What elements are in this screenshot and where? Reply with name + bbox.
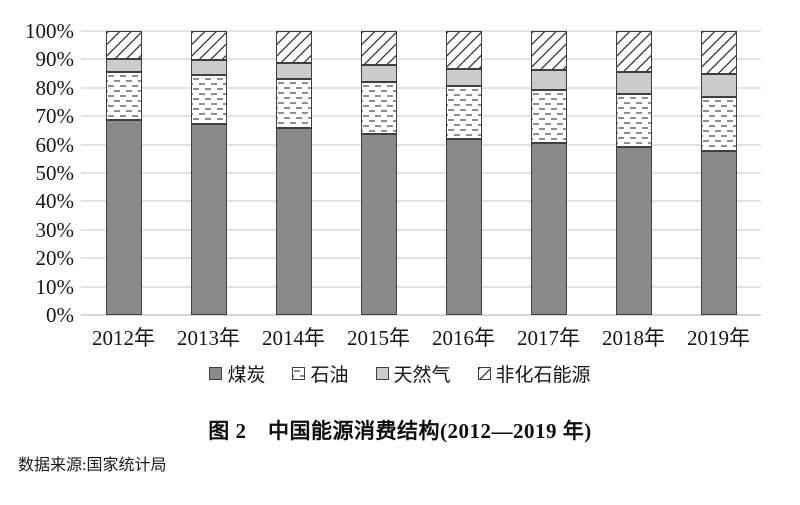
x-tick-label: 2016年: [432, 326, 495, 350]
segment-gas-2018年: [616, 71, 652, 94]
segment-nonfossil-2018年: [616, 31, 652, 72]
legend-label-nonfossil: 非化石能源: [495, 365, 591, 386]
segment-oil-2018年: [616, 93, 652, 148]
gridline-80%: [81, 86, 761, 89]
legend-item-coal: 煤炭: [209, 360, 265, 387]
segment-gas-2015年: [361, 65, 397, 82]
segment-gas-2019年: [701, 74, 737, 98]
oil-legend-swatch: [292, 367, 306, 380]
x-tick-label: 2014年: [262, 326, 325, 350]
segment-oil-2013年: [191, 75, 227, 124]
y-tick-label: 80%: [35, 75, 75, 100]
legend-label-coal: 煤炭: [227, 365, 266, 386]
coal-legend-swatch: [209, 367, 223, 380]
segment-oil-2014年: [276, 79, 312, 129]
chart-title: 图 2 中国能源消费结构(2012—2019 年): [208, 419, 592, 443]
segment-oil-2012年: [106, 72, 142, 121]
gridline-60%: [81, 143, 761, 146]
legend-item-oil: 石油: [292, 360, 349, 387]
segment-coal-2017年: [531, 142, 567, 315]
bar-2017年: [531, 31, 567, 315]
segment-gas-2012年: [106, 58, 142, 73]
segment-gas-2016年: [446, 68, 482, 87]
x-tick-label: 2013年: [177, 326, 240, 350]
y-tick-label: 30%: [35, 217, 75, 242]
segment-gas-2017年: [531, 69, 567, 90]
segment-coal-2014年: [276, 128, 312, 315]
x-tick-label: 2019年: [687, 326, 750, 350]
y-tick-label: 60%: [35, 132, 75, 157]
y-tick-label: 90%: [35, 47, 75, 72]
bar-2015年: [361, 31, 397, 315]
bar-2016年: [446, 31, 482, 315]
legend-label-gas: 天然气: [393, 365, 451, 386]
y-tick-label: 20%: [35, 246, 75, 271]
y-tick-label: 0%: [46, 303, 74, 327]
segment-nonfossil-2013年: [191, 31, 227, 60]
x-tick-label: 2017年: [517, 326, 580, 350]
bar-2013年: [191, 31, 227, 315]
segment-coal-2016年: [446, 138, 482, 315]
y-tick-label: 10%: [35, 274, 75, 299]
gridline-50%: [81, 172, 761, 174]
gridline-70%: [81, 115, 761, 118]
gridline-90%: [81, 58, 761, 61]
plot-area: [81, 31, 761, 315]
segment-nonfossil-2019年: [701, 31, 737, 75]
x-tick-label: 2012年: [92, 326, 155, 350]
segment-oil-2016年: [446, 86, 482, 139]
gridline-10%: [81, 285, 761, 288]
x-tick-label: 2018年: [602, 326, 665, 350]
gridline-0%: [81, 314, 761, 316]
segment-gas-2014年: [276, 63, 312, 79]
bar-2014年: [276, 31, 312, 315]
bar-2019年: [701, 31, 737, 315]
nonfossil-legend-swatch: [477, 367, 491, 380]
y-tick-label: 70%: [35, 104, 75, 129]
segment-oil-2017年: [531, 89, 567, 143]
bar-2012年: [106, 31, 142, 315]
legend-item-gas: 天然气: [375, 360, 451, 387]
y-tick-label: 100%: [25, 19, 74, 43]
segment-nonfossil-2017年: [531, 31, 567, 70]
segment-coal-2015年: [361, 133, 397, 315]
segment-coal-2019年: [701, 151, 737, 315]
segment-nonfossil-2012年: [106, 31, 142, 59]
legend-label-oil: 石油: [310, 365, 349, 386]
segment-oil-2015年: [361, 81, 397, 134]
segment-coal-2012年: [106, 120, 142, 315]
gridline-30%: [81, 228, 761, 231]
x-tick-label: 2015年: [347, 326, 410, 350]
segment-nonfossil-2014年: [276, 31, 312, 64]
legend-item-nonfossil: 非化石能源: [477, 360, 591, 387]
y-tick-label: 40%: [35, 189, 75, 214]
segment-gas-2013年: [191, 59, 227, 76]
y-tick-label: 50%: [35, 161, 75, 185]
segment-nonfossil-2016年: [446, 31, 482, 69]
gridline-40%: [81, 200, 761, 203]
segment-oil-2019年: [701, 97, 737, 152]
segment-coal-2013年: [191, 123, 227, 315]
segment-nonfossil-2015年: [361, 31, 397, 66]
gas-legend-swatch: [375, 367, 389, 380]
bar-2018年: [616, 31, 652, 315]
segment-coal-2018年: [616, 147, 652, 315]
source-note: 数据来源:国家统计局: [18, 457, 167, 474]
chart-legend: 煤炭 石油 天然气 非化石能源: [0, 360, 800, 387]
gridline-20%: [81, 257, 761, 260]
gridline-100%: [81, 30, 761, 32]
